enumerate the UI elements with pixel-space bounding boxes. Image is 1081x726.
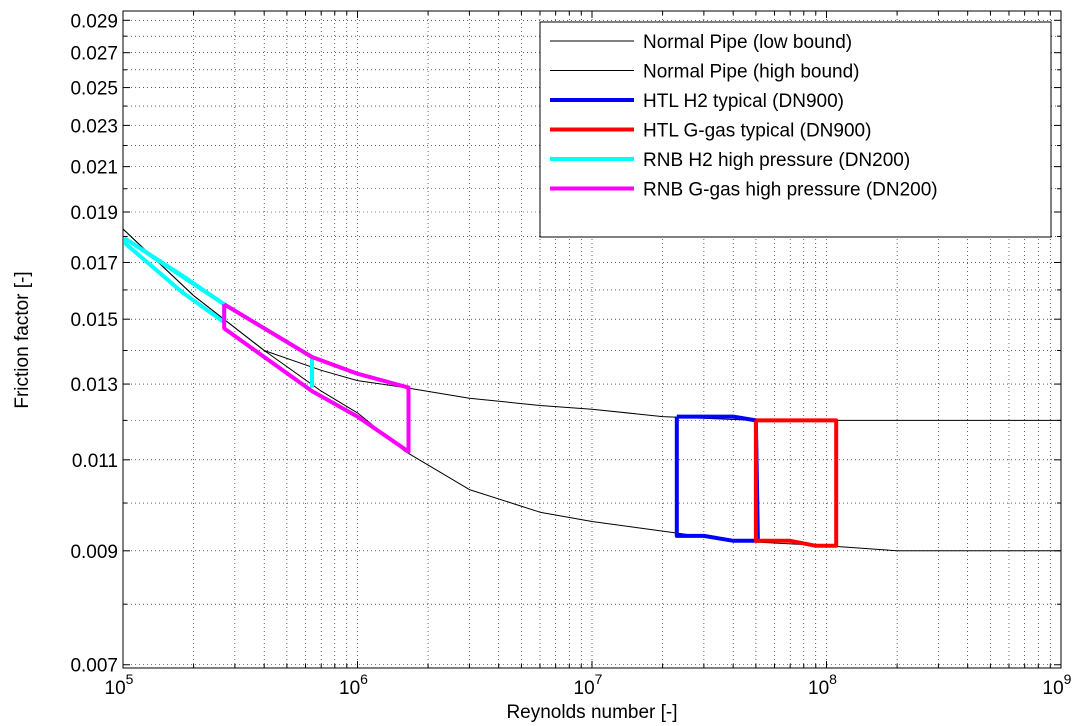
legend-entry: RNB G-gas high pressure (DN200) (643, 180, 938, 201)
x-tick-label: 106 (339, 671, 368, 699)
y-tick-label: 0.007 (70, 656, 118, 677)
y-tick-label: 0.023 (70, 116, 118, 137)
x-axis-label: Reynolds number [-] (506, 702, 677, 723)
series-line-4 (753, 418, 839, 548)
series-line-6 (222, 302, 411, 454)
legend: Normal Pipe (low bound) Normal Pipe (high… (539, 21, 1052, 238)
y-tick-label: 0.009 (70, 542, 118, 563)
legend-entry: HTL H2 typical (DN900) (643, 91, 844, 112)
y-tick-label: 0.021 (70, 158, 118, 179)
series-lines (122, 228, 1061, 552)
y-tick-label: 0.011 (72, 451, 118, 472)
legend-entry: HTL G-gas typical (DN900) (643, 121, 871, 142)
y-tick-label: 0.017 (70, 253, 118, 274)
x-tick-label: 105 (105, 671, 134, 699)
y-tick-label: 0.025 (70, 79, 118, 100)
series-line-3 (674, 414, 760, 543)
y-tick-label: 0.027 (70, 44, 118, 65)
y-tick-label: 0.029 (70, 11, 118, 32)
y-tick-label: 0.013 (70, 375, 118, 396)
y-axis-label: Friction factor [-] (12, 271, 33, 408)
x-tick-label: 107 (574, 671, 603, 699)
legend-entry: RNB H2 high pressure (DN200) (643, 150, 910, 171)
tick-marks: 0.007 0.009 0.011 0.013 0.015 0.017 0.019 0.021… (70, 11, 1072, 699)
y-tick-label: 0.015 (70, 310, 118, 331)
x-tick-label: 108 (808, 671, 837, 699)
y-tick-label: 0.019 (70, 203, 118, 224)
legend-entry: Normal Pipe (high bound) (643, 62, 860, 83)
x-tick-label: 109 (1043, 671, 1072, 699)
legend-entry: Normal Pipe (low bound) (643, 32, 852, 53)
